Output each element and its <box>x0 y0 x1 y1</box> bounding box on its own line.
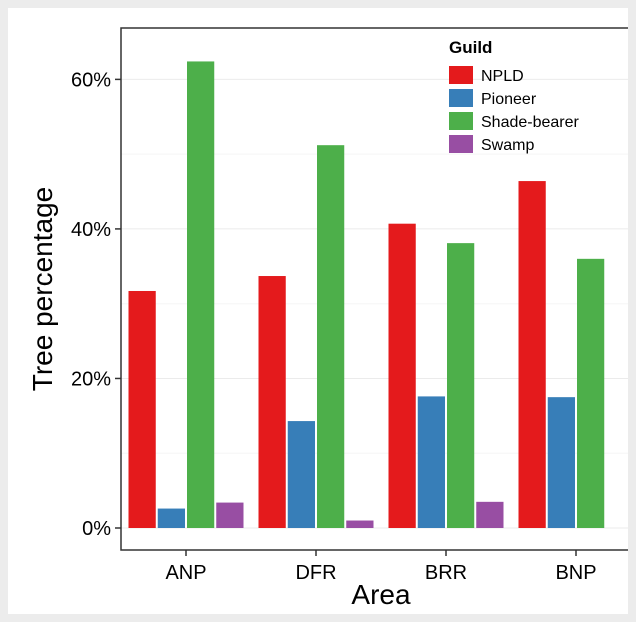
bar-shade-bearer-bnp <box>577 258 605 528</box>
legend: Guild NPLD Pioneer Shade-bearer Swamp <box>449 38 580 154</box>
legend-label-swamp: Swamp <box>481 137 534 154</box>
y-axis: 0% 20% 40% 60% <box>71 69 121 540</box>
legend-label-pioneer: Pioneer <box>481 91 537 108</box>
x-tick-label-dfr: DFR <box>295 562 336 584</box>
bar-shade-bearer-anp <box>187 61 215 528</box>
chart-frame: 0% 20% 40% 60% ANP DFR BRR BNP Area Tree perce… <box>8 8 628 614</box>
bar-npld-dfr <box>258 276 286 528</box>
bar-pioneer-dfr <box>287 421 315 528</box>
legend-swatch-pioneer <box>449 89 473 107</box>
x-axis-title: Area <box>351 579 411 610</box>
bar-pioneer-bnp <box>547 397 575 528</box>
legend-swatch-npld <box>449 66 473 84</box>
x-tick-label-bnp: BNP <box>555 562 596 584</box>
bar-swamp-brr <box>476 501 504 528</box>
y-tick-label: 60% <box>71 69 111 91</box>
bar-shade-bearer-dfr <box>317 145 345 529</box>
bar-npld-bnp <box>518 181 546 528</box>
legend-swatch-shade-bearer <box>449 112 473 130</box>
legend-title: Guild <box>449 38 492 57</box>
y-axis-title: Tree percentage <box>27 187 58 391</box>
bar-swamp-anp <box>216 502 244 528</box>
x-tick-label-anp: ANP <box>165 562 206 584</box>
bar-shade-bearer-brr <box>447 243 475 529</box>
bar-pioneer-anp <box>157 508 185 528</box>
bar-chart: 0% 20% 40% 60% ANP DFR BRR BNP Area Tree perce… <box>27 27 628 610</box>
bar-pioneer-brr <box>417 396 445 528</box>
bar-npld-anp <box>128 290 156 528</box>
x-tick-label-brr: BRR <box>425 562 467 584</box>
legend-label-shade-bearer: Shade-bearer <box>481 114 580 131</box>
legend-label-npld: NPLD <box>481 68 524 85</box>
y-tick-label: 40% <box>71 219 111 241</box>
bar-swamp-dfr <box>346 520 374 528</box>
panel-border <box>120 27 628 551</box>
x-axis: ANP DFR BRR BNP <box>165 550 597 584</box>
bars-layer <box>128 61 605 529</box>
y-tick-label: 0% <box>82 518 111 540</box>
y-tick-label: 20% <box>71 368 111 390</box>
bar-npld-brr <box>388 223 416 529</box>
legend-swatch-swamp <box>449 135 473 153</box>
